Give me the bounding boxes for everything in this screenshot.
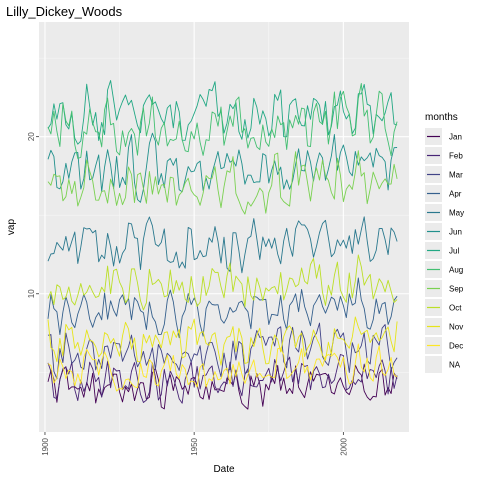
series-line-oct (47, 254, 398, 311)
legend-label-aug: Aug (449, 266, 463, 275)
legend-label-oct: Oct (449, 304, 462, 313)
series-line-nov (47, 316, 398, 366)
y-tick-label: 10 (27, 289, 36, 298)
legend-label-may: May (449, 209, 464, 218)
legend-label-nov: Nov (449, 323, 463, 332)
legend-label-jun: Jun (449, 228, 462, 237)
series-line-may (47, 216, 398, 274)
legend: months Jan Feb Mar Apr May Jun Jul Aug Sep Oct Nov… (425, 112, 464, 373)
chart-title: Lilly_Dickey_Woods (6, 4, 123, 19)
x-axis: 1900 1950 2000 (41, 432, 348, 456)
legend-label-sep: Sep (449, 285, 464, 294)
x-tick-label: 1900 (41, 437, 50, 455)
y-axis-title: vap (6, 219, 17, 236)
grid (39, 22, 409, 432)
legend-label-feb: Feb (449, 152, 463, 161)
series-layer (47, 80, 398, 410)
legend-label-jan: Jan (449, 133, 462, 142)
series-line-jun (47, 132, 398, 203)
series-line-sep (47, 150, 398, 215)
legend-title: months (425, 112, 458, 123)
series-line-apr (47, 277, 398, 339)
series-line-jan (47, 364, 398, 410)
series-line-aug (47, 83, 398, 159)
series-line-dec (47, 343, 398, 392)
legend-label-na: NA (449, 361, 461, 370)
x-tick-label: 2000 (339, 437, 348, 455)
y-tick-label: 20 (27, 132, 36, 141)
x-tick-label: 1950 (190, 437, 199, 455)
x-axis-title: Date (213, 464, 235, 475)
legend-label-apr: Apr (449, 190, 462, 199)
y-axis: 10 20 (27, 132, 39, 298)
legend-key-bg (425, 356, 442, 373)
series-line-mar (47, 322, 398, 380)
legend-label-jul: Jul (449, 247, 459, 256)
legend-label-dec: Dec (449, 342, 463, 351)
legend-label-mar: Mar (449, 171, 463, 180)
